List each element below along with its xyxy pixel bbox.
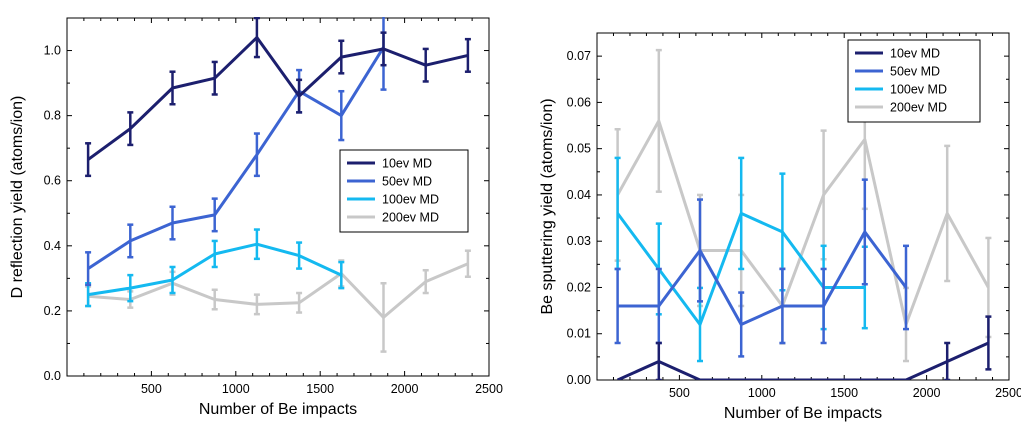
x-tick-label: 2000 bbox=[913, 386, 941, 400]
y-tick-label: 0.05 bbox=[567, 142, 591, 156]
series-line bbox=[87, 36, 469, 161]
y-tick-label: 0.04 bbox=[567, 188, 591, 202]
x-tick-label: 2500 bbox=[475, 382, 503, 396]
y-axis-title: D reflection yield (atoms/ion) bbox=[9, 96, 26, 299]
legend-label: 10ev MD bbox=[382, 157, 432, 171]
y-tick-label: 0.6 bbox=[44, 174, 61, 188]
y-tick-label: 1.0 bbox=[44, 44, 61, 58]
series-200ev-md bbox=[85, 249, 471, 353]
series-line bbox=[87, 262, 469, 319]
legend-label: 10ev MD bbox=[890, 47, 940, 61]
series-line bbox=[616, 119, 990, 326]
legend-label: 50ev MD bbox=[382, 175, 432, 189]
plot-frame bbox=[66, 17, 490, 377]
x-tick-label: 1000 bbox=[222, 382, 250, 396]
y-tick-label: 0.8 bbox=[44, 109, 61, 123]
x-tick-label: 500 bbox=[669, 386, 690, 400]
series-50ev-md bbox=[614, 178, 909, 358]
series-10ev-md bbox=[616, 315, 992, 380]
y-tick-label: 0.06 bbox=[567, 95, 591, 109]
x-tick-label: 2000 bbox=[391, 382, 419, 396]
y-tick-label: 0.03 bbox=[567, 234, 591, 248]
legend-label: 200ev MD bbox=[382, 211, 439, 225]
be-sputtering-chart: 500 1000 1500 2000 2500 0.00 0.01 0.02 0.03 0.04 0… bbox=[539, 32, 1021, 422]
y-tick-label: 0.02 bbox=[567, 280, 591, 294]
y-tick-label: 0.07 bbox=[567, 49, 591, 63]
series-line bbox=[87, 46, 385, 270]
legend-label: 100ev MD bbox=[890, 83, 947, 97]
y-tick-label: 0.0 bbox=[44, 369, 61, 383]
x-tick-label: 1000 bbox=[748, 386, 776, 400]
x-axis-title: Number of Be impacts bbox=[199, 401, 357, 418]
legend-label: 200ev MD bbox=[890, 101, 947, 115]
series-line bbox=[87, 242, 342, 297]
series-10ev-md bbox=[85, 17, 471, 178]
y-tick-label: 0.01 bbox=[567, 327, 591, 341]
series-line bbox=[616, 341, 990, 380]
series-line bbox=[617, 230, 908, 326]
y-tick-label: 0.00 bbox=[567, 373, 591, 387]
x-axis-title: Number of Be impacts bbox=[724, 405, 882, 422]
x-tick-label: 2500 bbox=[995, 386, 1021, 400]
y-tick-label: 0.2 bbox=[44, 304, 61, 318]
legend-label: 100ev MD bbox=[382, 193, 439, 207]
legend-label: 50ev MD bbox=[890, 65, 940, 79]
y-axis-title: Be sputtering yield (atoms/ion) bbox=[539, 98, 556, 314]
d-reflection-chart: 500 1000 1500 2000 2500 0.0 0.2 0.4 0.6 0.8 1.0 Num… bbox=[9, 17, 503, 418]
x-tick-label: 500 bbox=[141, 382, 162, 396]
series-100ev-md bbox=[85, 228, 345, 308]
x-tick-label: 1500 bbox=[830, 386, 858, 400]
x-tick-label: 1500 bbox=[306, 382, 334, 396]
y-tick-label: 0.4 bbox=[44, 239, 61, 253]
